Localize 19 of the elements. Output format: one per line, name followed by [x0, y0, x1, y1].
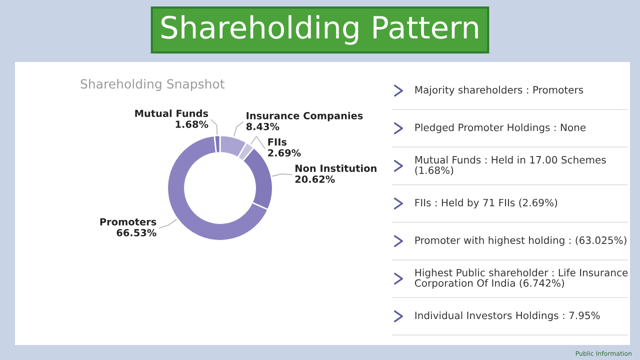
slice-label: Non Institution	[296, 164, 376, 172]
text: Promoter with highest holding : (63.025%)	[415, 236, 626, 246]
slice-label: Mutual Funds	[135, 110, 208, 118]
chart-subtitle: Shareholding Snapshot	[80, 78, 224, 92]
text: FIIs : Held by 71 FIIs (2.69%)	[415, 198, 558, 208]
data-label: 1.68%	[176, 120, 208, 128]
text: Pledged Promoter Holdings : None	[415, 123, 586, 134]
text: Highest Public shareholder : Life Insurance Corporation Of India (6.742%)	[414, 268, 628, 289]
text: Majority shareholders : Promoters	[415, 86, 584, 96]
data-label: 66.53%	[116, 228, 156, 236]
text: Mutual Funds : Held in 17.00 Schemes (1.68%)	[415, 156, 606, 176]
slice-label: Promoters	[100, 218, 156, 226]
chart-title: Shareholding Pattern	[162, 15, 478, 45]
text: Individual Investors Holdings : 7.95%	[415, 311, 600, 322]
slice-label: Insurance Companies	[246, 112, 363, 122]
data-label: 2.69%	[268, 149, 301, 157]
data-label: 20.62%	[295, 176, 335, 183]
data-label: 8.43%	[246, 122, 280, 130]
slice-label: FIIs	[268, 138, 287, 146]
